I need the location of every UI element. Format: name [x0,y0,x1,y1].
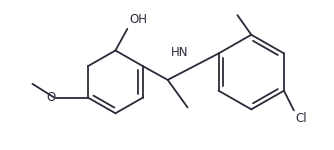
Text: HN: HN [171,46,188,59]
Text: OH: OH [129,13,147,26]
Text: Cl: Cl [296,112,308,125]
Text: O: O [46,91,55,104]
